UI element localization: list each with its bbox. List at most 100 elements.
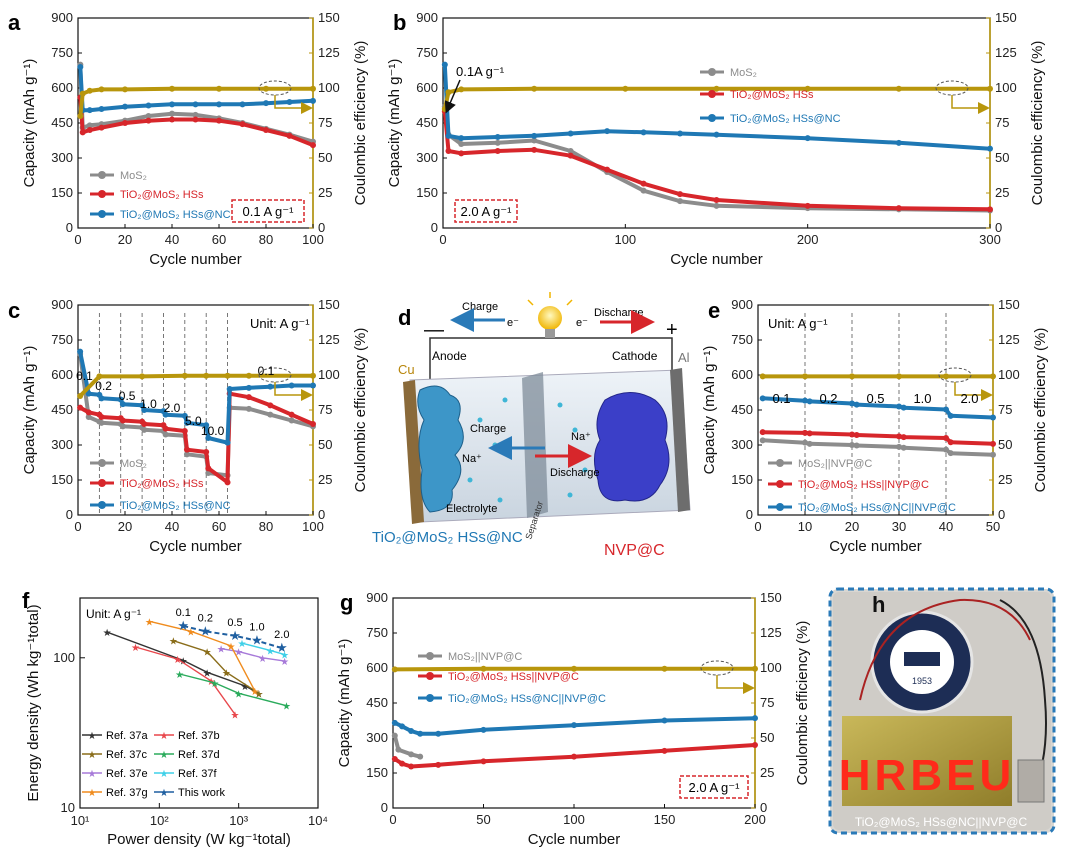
data-point [408,728,415,734]
data-point [458,150,465,157]
y2-axis-label: Coulombic efficiency (%) [1032,328,1049,493]
cu-label: Cu [398,362,415,377]
x-tick-label: 150 [654,812,676,827]
y-tick-label: 750 [51,332,73,347]
data-point [947,439,954,446]
data-point [267,411,274,418]
data-point: ★ [251,633,263,648]
y-tick-label: 900 [51,10,73,25]
cathode-material [594,392,670,502]
ce-axis-arrow [716,675,755,694]
legend-label: TiO₂@MoS₂ HSs [120,478,204,490]
series-line-1 [79,391,314,485]
legend-marker: ★ [160,750,169,761]
legend-marker: ★ [160,731,169,742]
y2-tick-label: 150 [760,590,782,605]
y2-tick-label: 50 [760,730,774,745]
x-tick-label: 30 [892,519,906,534]
panel-label-h: h [872,592,885,617]
separator [522,372,548,518]
charge-inner-label: Charge [470,423,506,435]
bulb-base [545,329,555,338]
seal-year: 1953 [912,676,932,686]
data-point [162,431,169,438]
y-tick-label: 750 [416,45,438,60]
y-tick-label: 10 [61,800,75,815]
data-point [79,90,86,97]
legend-label: TiO₂@MoS₂ HSs||NVP@C [798,479,929,491]
legend-label: Ref. 37f [178,768,217,780]
y2-tick-label: 25 [995,185,1009,200]
rate-label: 0.2 [95,379,112,393]
data-point [752,715,758,722]
y2-tick-label: 0 [318,220,325,235]
data-point [181,372,188,379]
legend-label: MoS₂||NVP@C [798,458,872,470]
data-point [86,122,93,129]
legend-marker [98,459,106,467]
data-point [987,206,993,213]
data-point [288,411,295,418]
data-point [804,85,811,92]
data-point [458,141,465,147]
data-point [162,411,169,418]
y-tick-label: 450 [731,402,753,417]
data-point: ★ [266,646,275,657]
data-point [119,423,126,430]
data-point [85,414,92,420]
data-point [604,166,611,173]
rate-label: 1.0 [249,622,264,634]
cathode-label: Cathode [612,349,658,363]
data-point [139,402,146,409]
x-tick-label: 0 [74,232,81,247]
legend-marker: ★ [160,788,169,799]
legend-marker [708,114,716,122]
data-point [849,442,855,448]
rate-label: 0.1 [772,391,790,406]
data-point [900,404,907,411]
data-point [263,127,269,133]
data-point [216,117,222,124]
legend-label: Ref. 37e [106,768,148,780]
y2-tick-label: 50 [998,437,1012,452]
data-point: ★ [103,628,112,639]
data-point [531,85,538,92]
rate-label: 0.2 [198,612,213,624]
x-tick-label: 40 [165,232,179,247]
data-point [122,86,128,93]
series-line [135,646,236,715]
panel-label-c: c [8,298,20,323]
y-tick-label: 900 [366,590,388,605]
y-tick-label: 900 [731,297,753,312]
y2-tick-label: 50 [318,437,332,452]
data-point [239,101,246,108]
na-ion-label-left: Na⁺ [462,453,482,465]
y2-tick-label: 25 [318,472,332,487]
data-point [239,121,246,128]
x-tick-label: 40 [939,519,953,534]
data-point [853,442,860,449]
legend-label: TiO₂@MoS₂ HSs [730,89,814,101]
data-point [417,753,424,760]
x-tick-label: 100 [563,812,585,827]
data-point [640,129,647,136]
data-point [445,132,452,139]
series-line-0 [392,735,421,759]
y2-axis-label: Coulombic efficiency (%) [794,621,811,786]
y-tick-label: 150 [51,472,73,487]
data-point [806,430,813,437]
data-point [141,426,148,433]
data-point [900,444,907,451]
data-point [267,383,274,390]
data-point [226,386,233,392]
legend-label: Ref. 37d [178,749,220,761]
cell-schematic: — + Charge e⁻ Discharge e⁻ Anode Cathode… [372,292,691,559]
data-point [804,202,811,209]
na-ion-label-right: Na⁺ [571,431,591,443]
legend-label: This work [178,787,226,799]
data-point [531,137,538,144]
data-point [77,404,84,411]
y2-tick-label: 0 [760,800,767,815]
ce-highlight-oval [700,660,734,676]
